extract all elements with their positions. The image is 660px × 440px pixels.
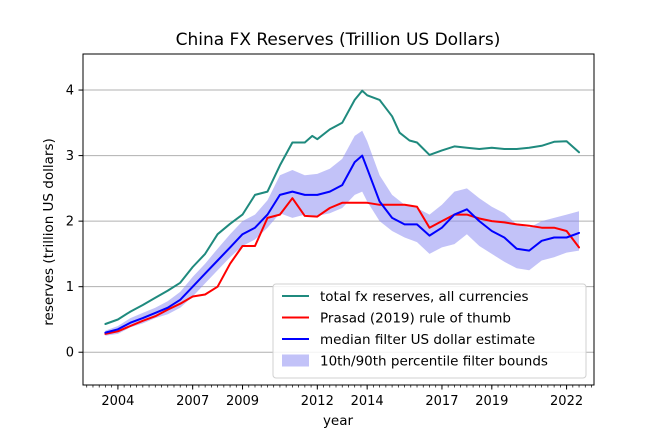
y-tick-label-1: 1 (66, 280, 74, 295)
legend-label-0: total fx reserves, all currencies (320, 289, 529, 305)
series-band-percentile (105, 130, 580, 336)
x-tick-label-5: 2017 (425, 394, 458, 409)
x-tick-label-1: 2007 (176, 394, 209, 409)
y-tick-label-4: 4 (66, 84, 74, 99)
y-tick-label-0: 0 (66, 346, 74, 361)
legend-label-1: Prasad (2019) rule of thumb (320, 311, 511, 327)
series-line-median-filter (104, 154, 580, 334)
legend-swatch-3 (282, 354, 309, 367)
x-tick-label-6: 2019 (475, 394, 508, 409)
plot-area: 2004 2007 2009 2012 2014 2017 2019 2022 0 1 2 3 4 tot… (66, 53, 595, 409)
x-tick-label-0: 2004 (101, 394, 134, 409)
y-axis-label: reserves (trillion US dollars) (41, 138, 57, 325)
x-tick-label-2: 2009 (226, 394, 259, 409)
axes-frame (82, 53, 595, 386)
x-tick-label-7: 2022 (550, 394, 583, 409)
series-line-total-reserves (104, 89, 580, 325)
legend-label-3: 10th/90th percentile filter bounds (320, 354, 548, 370)
y-tick-label-3: 3 (66, 149, 74, 164)
x-tick-label-3: 2012 (301, 394, 334, 409)
chart-title: China FX Reserves (Trillion US Dollars) (176, 30, 501, 50)
legend-box (272, 283, 587, 379)
legend-label-2: median filter US dollar estimate (320, 332, 535, 348)
x-tick-label-4: 2014 (351, 394, 384, 409)
series-line-prasad (104, 197, 580, 335)
x-axis-label: year (323, 413, 354, 429)
y-tick-label-2: 2 (66, 215, 74, 230)
